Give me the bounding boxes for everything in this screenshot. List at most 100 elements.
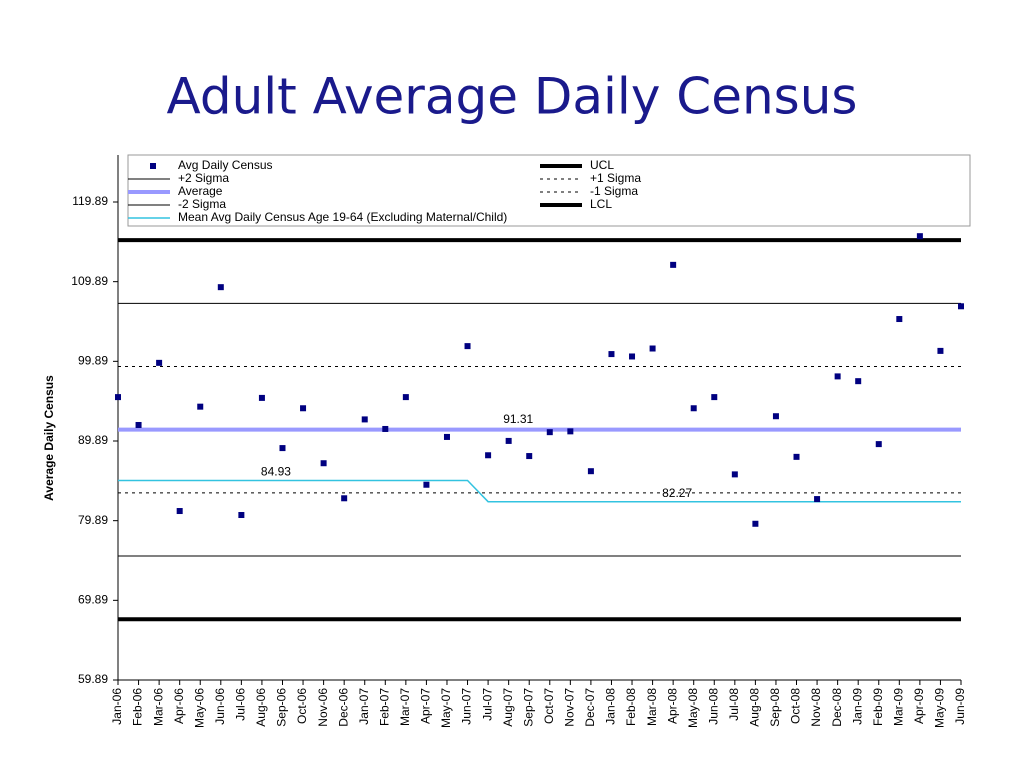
x-tick-label: Jun-09 [953, 688, 967, 725]
point [834, 373, 841, 380]
x-tick-label: Apr-09 [912, 688, 926, 724]
legend-label: +2 Sigma [178, 171, 229, 185]
y-tick-label: 79.89 [78, 513, 108, 527]
data-label: 84.93 [261, 465, 291, 479]
point [855, 378, 862, 385]
point [752, 520, 759, 527]
point [814, 496, 821, 503]
point [341, 495, 348, 502]
point [197, 403, 204, 410]
point [772, 413, 779, 420]
x-tick-label: Sep-06 [275, 688, 289, 727]
point [731, 471, 738, 478]
point [300, 405, 307, 412]
x-tick-label: Mar-08 [645, 688, 659, 726]
x-tick-label: Oct-06 [295, 688, 309, 724]
legend-label: -1 Sigma [590, 184, 638, 198]
x-tick-label: Jan-08 [604, 688, 618, 725]
x-tick-label: May-07 [439, 688, 453, 728]
x-tick-label: Jun-06 [213, 688, 227, 725]
point [176, 508, 183, 515]
x-tick-label: Mar-07 [398, 688, 412, 726]
point [793, 453, 800, 460]
y-tick-label: 59.89 [78, 672, 108, 686]
x-tick-label: Feb-08 [624, 688, 638, 726]
point [916, 233, 923, 240]
legend-label: Average [178, 184, 223, 198]
point [937, 347, 944, 354]
point [505, 437, 512, 444]
x-tick-label: Jul-07 [480, 688, 494, 721]
point [670, 261, 677, 268]
point [402, 394, 409, 401]
y-tick-label: 99.89 [78, 354, 108, 368]
x-tick-label: Feb-07 [377, 688, 391, 726]
x-tick-label: Mar-09 [891, 688, 905, 726]
legend-label: UCL [590, 158, 614, 172]
x-tick-label: Nov-06 [316, 688, 330, 727]
point [649, 345, 656, 352]
x-tick-label: Aug-08 [748, 688, 762, 727]
x-tick-label: Jul-08 [727, 688, 741, 721]
legend-label: +1 Sigma [590, 171, 641, 185]
x-tick-label: Apr-06 [172, 688, 186, 724]
legend-marker [150, 163, 156, 169]
y-tick-label: 89.89 [78, 433, 108, 447]
x-tick-label: Aug-07 [501, 688, 515, 727]
x-tick-label: Jul-06 [234, 688, 248, 721]
legend-label: Avg Daily Census [178, 158, 273, 172]
point [896, 316, 903, 323]
point [135, 421, 142, 428]
y-tick-label: 69.89 [78, 593, 108, 607]
x-tick-label: Feb-06 [131, 688, 145, 726]
point [526, 453, 533, 460]
point [156, 359, 163, 366]
x-tick-label: Sep-08 [768, 688, 782, 727]
point [279, 445, 286, 452]
mean-line [118, 479, 961, 503]
x-tick-label: Dec-07 [583, 688, 597, 727]
x-tick-label: Jan-07 [357, 688, 371, 725]
x-tick-label: May-08 [686, 688, 700, 728]
x-tick-label: Nov-07 [563, 688, 577, 727]
y-tick-label: 119.89 [72, 194, 108, 208]
legend-label: Mean Avg Daily Census Age 19-64 (Excludi… [178, 210, 507, 224]
legend-label: -2 Sigma [178, 197, 226, 211]
x-tick-label: Mar-06 [151, 688, 165, 726]
legend-label: LCL [590, 197, 612, 211]
x-tick-label: May-06 [192, 688, 206, 728]
point [320, 460, 327, 467]
x-tick-label: Dec-08 [830, 688, 844, 727]
point [587, 468, 594, 475]
point [567, 428, 574, 435]
point [361, 416, 368, 423]
x-tick-label: Jun-07 [460, 688, 474, 725]
y-tick-label: 109.89 [71, 274, 108, 288]
x-tick-label: Nov-08 [809, 688, 823, 727]
data-label: 82.27 [662, 486, 692, 500]
point [711, 394, 718, 401]
x-tick-label: Dec-06 [336, 688, 350, 727]
point [423, 481, 430, 488]
x-tick-label: Apr-07 [419, 688, 433, 724]
point [875, 441, 882, 448]
x-tick-label: May-09 [933, 688, 947, 728]
point [115, 394, 121, 401]
x-tick-label: Jan-09 [850, 688, 864, 725]
x-tick-label: Jun-08 [706, 688, 720, 725]
point [958, 303, 964, 310]
data-label: 91.31 [503, 412, 533, 426]
x-tick-label: Aug-06 [254, 688, 268, 727]
point [485, 452, 492, 459]
point [258, 394, 265, 401]
x-tick-label: Oct-07 [542, 688, 556, 724]
point [238, 512, 245, 519]
x-tick-label: Jan-06 [110, 688, 124, 725]
chart-title: Adult Average Daily Census [167, 68, 858, 126]
point [546, 429, 553, 436]
point [443, 433, 450, 440]
point [382, 425, 389, 432]
point [690, 405, 697, 412]
x-tick-label: Sep-07 [521, 688, 535, 727]
